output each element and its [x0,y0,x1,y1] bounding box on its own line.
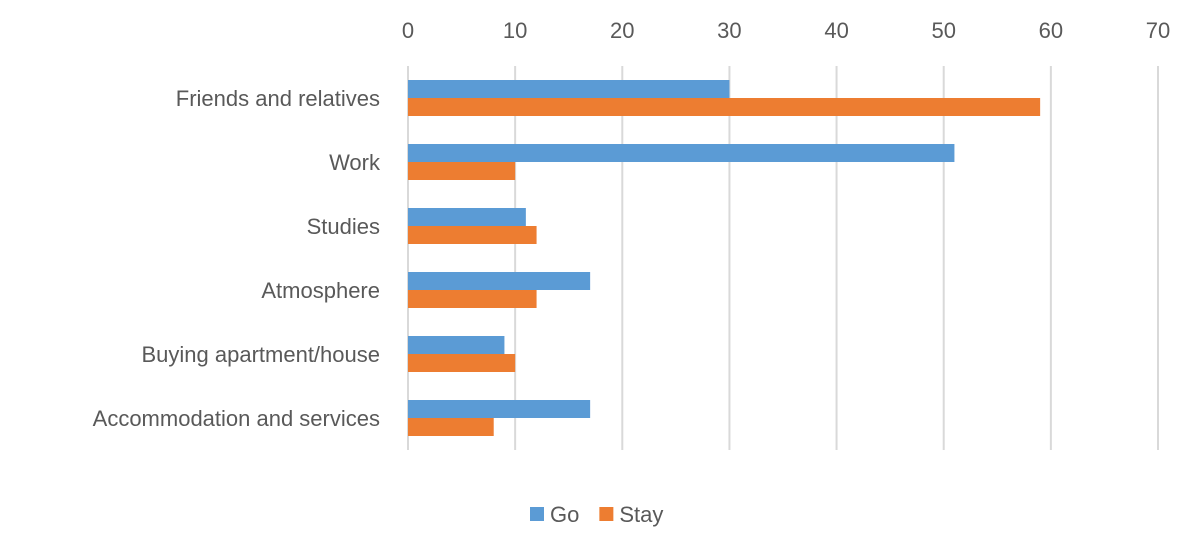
x-axis-ticks: 0 10 20 30 40 50 60 70 [402,18,1170,43]
legend-swatch-stay [599,507,614,521]
legend-label-go: Go [550,502,579,527]
x-tick-label: 20 [610,18,634,43]
legend-label-stay: Stay [619,502,663,527]
bar-go [408,80,730,98]
legend-swatch-go [530,507,544,521]
bar-go [408,400,591,418]
category-label: Buying apartment/house [142,342,381,367]
category-label: Friends and relatives [176,86,380,111]
bar-stay [408,98,1041,116]
x-tick-label: 40 [824,18,848,43]
category-labels: Friends and relatives Work Studies Atmosphe… [93,86,381,431]
category-label: Atmosphere [261,278,380,303]
x-tick-label: 50 [931,18,955,43]
bar-go [408,336,505,354]
bar-go [408,144,955,162]
bar-stay [408,162,516,180]
bar-stay [408,354,516,372]
x-tick-label: 0 [402,18,414,43]
bars [408,80,1041,436]
x-tick-label: 60 [1039,18,1063,43]
bar-go [408,272,591,290]
bar-go [408,208,526,226]
category-label: Work [329,150,381,175]
category-label: Accommodation and services [93,406,380,431]
gridlines [407,66,1159,450]
x-tick-label: 10 [503,18,527,43]
bar-stay [408,290,537,308]
x-tick-label: 30 [717,18,741,43]
x-tick-label: 70 [1146,18,1170,43]
category-label: Studies [307,214,380,239]
legend: Go Stay [530,502,663,527]
bar-stay [408,418,494,436]
bar-stay [408,226,537,244]
